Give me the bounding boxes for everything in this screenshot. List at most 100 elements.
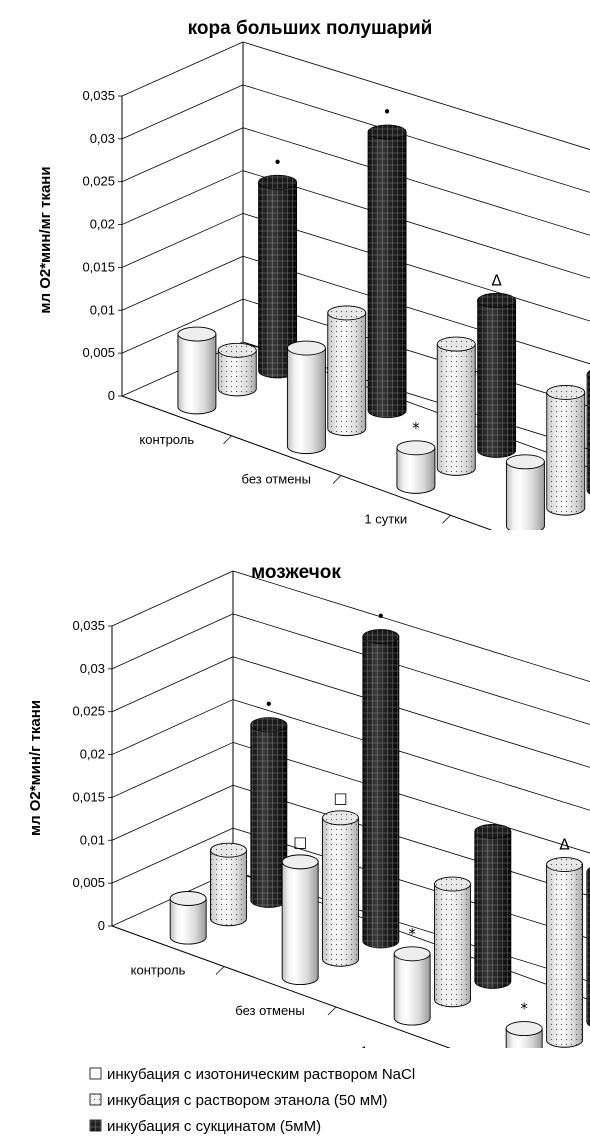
- c2-grid-back-6: [232, 613, 590, 725]
- c2-bar-0-3: [505, 1021, 543, 1048]
- c1-grid-back-5: [242, 127, 590, 236]
- c2-grid-diag-4: [111, 699, 234, 755]
- c2-y-tick-7: 0,035: [72, 618, 105, 633]
- c2-grid-back-2: [232, 784, 590, 897]
- c1-bar-1-2: [436, 336, 476, 476]
- c1-grid-back-7: [242, 41, 590, 150]
- c2-marker-1-1: □: [333, 789, 347, 807]
- c1-marker-0-2: *: [412, 419, 420, 437]
- c2-bar-1-1: [322, 810, 359, 967]
- c2-marker-2-0: •: [264, 696, 273, 714]
- c1-grid-diag-5: [121, 127, 244, 183]
- c1-grid-diag-6: [121, 84, 244, 140]
- c2-title: мозжечок: [251, 562, 341, 583]
- c2-y-tick-1: 0,005: [72, 875, 105, 890]
- c1-gridlines: [121, 41, 590, 450]
- c2-bar-1-3: [546, 857, 583, 1048]
- legend-label-0: инкубация с изотоническим раствором NaCl: [107, 1066, 415, 1083]
- c1-bar-1-0: [217, 342, 257, 397]
- c1-grid-diag-1: [121, 298, 244, 354]
- c1-bar-0-1: [286, 340, 326, 455]
- c1-bar-2-1: [367, 124, 407, 419]
- c1-bar-1-1: [327, 305, 367, 437]
- c1-y-tick-2: 0,01: [90, 302, 115, 317]
- c1-x-sep-2: [332, 475, 342, 484]
- c1-bar-0-2: [396, 440, 436, 494]
- c1-bar-2-2: [477, 292, 517, 458]
- c2-x-tick-0-0: контроль: [131, 962, 186, 977]
- c2-bar-1-2: [434, 876, 471, 1008]
- c2-bar-0-1: [281, 854, 319, 986]
- c1-y-tick-5: 0,025: [82, 174, 115, 189]
- c2-x-sep-1: [215, 966, 225, 975]
- legend-swatch-0: [89, 1067, 102, 1080]
- c2-marker-0-1: □: [293, 833, 307, 851]
- c1-y-tick-3: 0,015: [82, 259, 115, 274]
- c2-grid-diag-3: [111, 742, 234, 798]
- chart-cortex: кора больших полушарий мл O2*мин/мг ткани…: [37, 18, 590, 530]
- c2-grid-diag-1: [111, 827, 234, 884]
- c2-y-tick-0: 0: [98, 918, 105, 933]
- c1-y-axis-label: мл O2*мин/мг ткани: [37, 166, 54, 313]
- c2-x-tick-2-0: 1 сутки: [361, 1043, 404, 1048]
- legend-label-2: инкубация с сукцинатом (5мМ): [107, 1118, 321, 1135]
- c2-marker-0-3: *: [520, 1000, 528, 1018]
- c1-title: кора больших полушарий: [188, 18, 433, 39]
- c2-grid-back-3: [232, 742, 590, 854]
- c1-grid-back-2: [242, 255, 590, 365]
- c2-bar-0-2: [393, 946, 431, 1026]
- c2-y-tick-4: 0,02: [80, 747, 105, 762]
- c2-y-tick-5: 0,025: [72, 704, 105, 719]
- c2-grid-back-1: [232, 827, 590, 940]
- c2-grid-back-5: [232, 656, 590, 768]
- c1-marker-2-2: Δ: [491, 271, 502, 289]
- c1-y-tick-7: 0,035: [82, 88, 115, 103]
- c2-grid-back-7: [232, 570, 590, 683]
- c2-grid-diag-6: [111, 613, 234, 670]
- legend-svg: инкубация с изотоническим раствором NaCl…: [89, 1066, 415, 1135]
- c2-marker-2-1: •: [376, 608, 385, 626]
- c1-marker-2-1: •: [383, 103, 392, 121]
- c1-bar-0-0: [177, 326, 217, 415]
- c1-bar-2-3: [586, 370, 590, 495]
- c1-grid-back-6: [242, 84, 590, 193]
- c2-x-sep-2: [327, 1006, 337, 1016]
- c2-bar-1-0: [210, 842, 247, 927]
- c1-grid-diag-3: [121, 213, 244, 268]
- c2-bar-0-0: [169, 891, 207, 945]
- c2-marker-1-3: Δ: [559, 836, 570, 854]
- c1-x-sep-3: [442, 514, 451, 524]
- c1-x-tick-0-0: контроль: [139, 432, 194, 447]
- c1-y-tick-6: 0,03: [90, 131, 115, 146]
- c2-marker-0-2: *: [408, 925, 416, 943]
- c2-grid-diag-5: [111, 656, 234, 713]
- c1-x-tick-1-0: без отмены: [242, 472, 311, 487]
- c1-grid-diag-4: [121, 170, 244, 225]
- c2-bar-2-0: [250, 717, 288, 908]
- c1-y-tick-0: 0: [108, 388, 115, 403]
- c2-grid-diag-2: [111, 784, 234, 841]
- c1-bar-0-3: [505, 454, 545, 530]
- c1-y-tick-4: 0,02: [90, 217, 115, 232]
- c1-marker-2-0: •: [273, 153, 282, 171]
- c1-grid-diag-7: [121, 41, 244, 97]
- c1-grid-back-3: [242, 213, 590, 322]
- c2-grid-back-4: [232, 699, 590, 811]
- c1-x-tick-2-1: отмены: [363, 529, 409, 530]
- c2-bar-2-2: [474, 823, 512, 989]
- c1-grid-back-1: [242, 298, 590, 408]
- legend: инкубация с изотоническим раствором NaCl…: [88, 1058, 588, 1138]
- c1-grid-back-4: [242, 170, 590, 279]
- c2-bar-2-1: [362, 629, 400, 949]
- c1-x-tick-2-0: 1 сутки: [364, 511, 407, 526]
- c1-y-tick-1: 0,005: [82, 345, 115, 360]
- c2-x-tick-1-0: без отмены: [235, 1003, 304, 1018]
- c2-grid-diag-7: [111, 570, 234, 627]
- c1-x-sep-1: [223, 435, 232, 445]
- c2-bar-2-3: [586, 867, 590, 1027]
- c2-y-tick-3: 0,015: [72, 789, 105, 804]
- c1-grid-diag-2: [121, 255, 244, 311]
- chart-cerebellum: мозжечок мл O2*мин/г ткани 0 0,005 0,01 0,015…: [27, 562, 590, 1048]
- c1-bar-1-3: [546, 384, 586, 516]
